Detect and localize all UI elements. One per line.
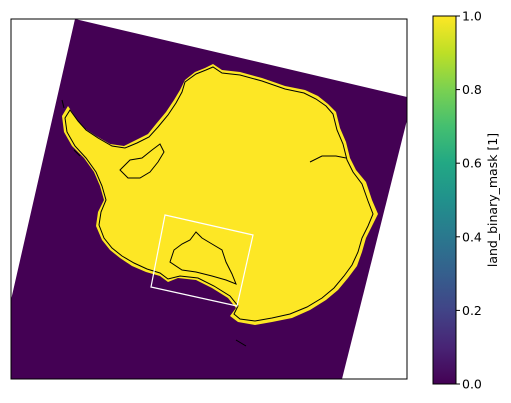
colorbar-label: land_binary_mask [1] xyxy=(485,133,500,267)
colorbar-gradient xyxy=(433,16,456,384)
map-axes xyxy=(11,19,407,379)
colorbar-tick-label: 0.8 xyxy=(462,82,482,97)
colorbar-tick-label: 0.4 xyxy=(462,229,482,244)
colorbar-tick-label: 0.6 xyxy=(462,156,482,171)
colorbar: 0.0 0.2 0.4 0.6 0.8 1.0 land_binary_mask [1] xyxy=(433,9,500,392)
colorbar-tick-label: 0.0 xyxy=(462,377,482,392)
colorbar-ticks: 0.0 0.2 0.4 0.6 0.8 1.0 xyxy=(456,9,482,392)
colorbar-tick-label: 1.0 xyxy=(462,9,482,24)
colorbar-tick-label: 0.2 xyxy=(462,303,482,318)
